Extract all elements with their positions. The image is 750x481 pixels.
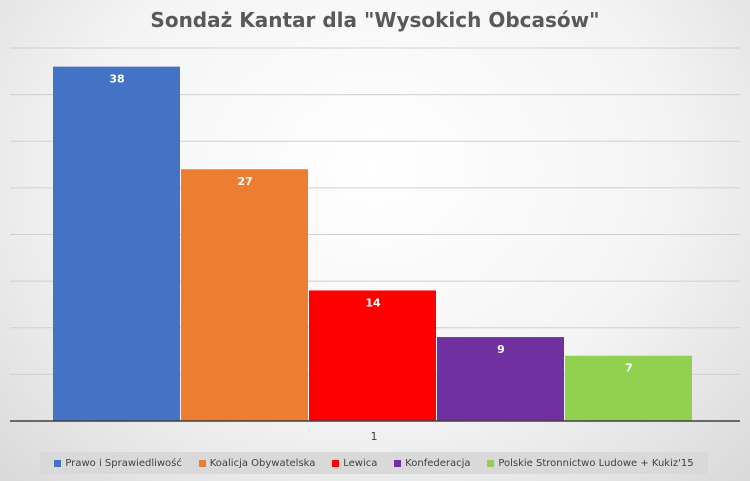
legend-swatch (332, 459, 340, 467)
legend-item-2: Koalicja Obywatelska (198, 457, 316, 469)
legend-swatch (198, 459, 206, 467)
bar-4 (437, 337, 564, 421)
data-label: 38 (109, 73, 124, 86)
legend-swatch (54, 459, 62, 467)
legend-label: Prawo i Sprawiedliwość (65, 457, 182, 469)
legend-item-5: Polskie Stronnictwo Ludowe + Kukiz'15 (487, 457, 694, 469)
legend-label: Polskie Stronnictwo Ludowe + Kukiz'15 (498, 457, 694, 469)
bar-3 (309, 290, 436, 421)
legend-swatch (394, 459, 402, 467)
data-label: 27 (237, 175, 252, 188)
bar-5 (565, 355, 692, 421)
legend-label: Konfederacja (405, 457, 471, 469)
data-label: 9 (497, 343, 505, 356)
data-label: 7 (625, 362, 633, 375)
legend: Prawo i Sprawiedliwość Koalicja Obywatels… (40, 452, 708, 474)
bar-2 (181, 169, 308, 421)
x-tick-label: 1 (371, 430, 378, 443)
chart-title: Sondaż Kantar dla "Wysokich Obcasów" (150, 8, 600, 32)
legend-item-3: Lewica (332, 458, 377, 469)
data-label: 14 (365, 296, 381, 309)
legend-label: Lewica (343, 457, 378, 469)
legend-label: Koalicja Obywatelska (209, 457, 316, 469)
bar-1 (53, 66, 180, 422)
legend-item-4: Konfederacja (394, 457, 471, 469)
legend-swatch (487, 459, 495, 467)
legend-item-1: Prawo i Sprawiedliwość (54, 457, 182, 469)
